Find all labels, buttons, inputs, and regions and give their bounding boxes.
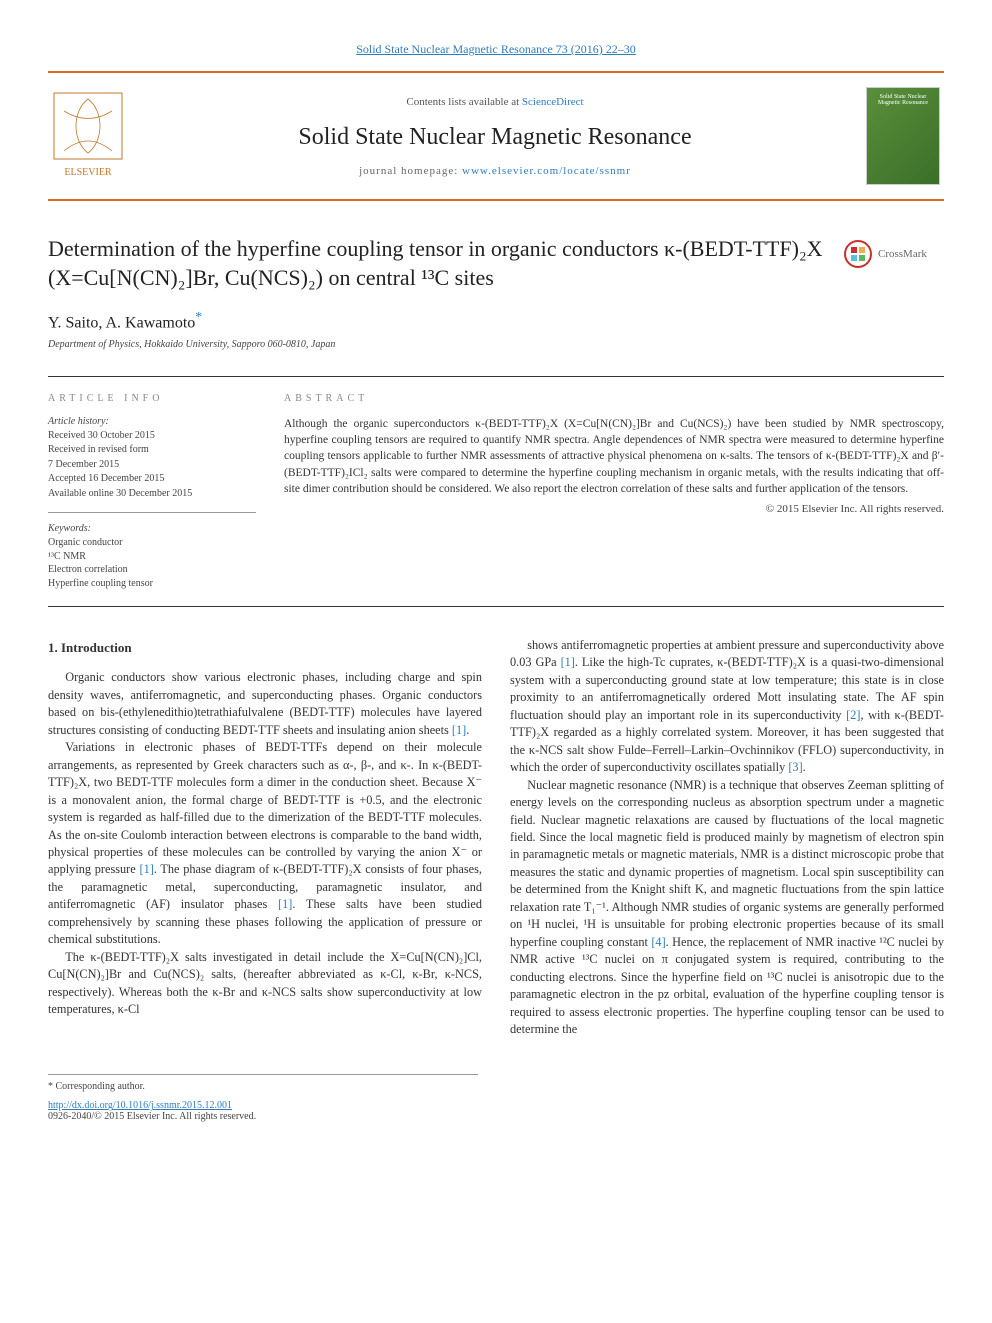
body-text: The κ-(BEDT-TTF)₂X salts investigated in… [48, 950, 482, 1016]
sciencedirect-link[interactable]: ScienceDirect [522, 96, 584, 108]
elsevier-logo: ELSEVIER [52, 91, 124, 181]
crossmark-label: CrossMark [878, 248, 927, 260]
section-heading-1: 1. Introduction [48, 639, 482, 657]
citation-link[interactable]: [2] [846, 708, 860, 722]
running-head-link[interactable]: Solid State Nuclear Magnetic Resonance 7… [48, 42, 944, 57]
body-paragraph: Nuclear magnetic resonance (NMR) is a te… [510, 777, 944, 1039]
body-text: Organic conductors show various electron… [48, 670, 482, 736]
author-list: Y. Saito, A. Kawamoto* [48, 310, 944, 332]
cover-label: Solid State Nuclear Magnetic Resonance [873, 94, 933, 106]
abstract-block: ABSTRACT Although the organic supercondu… [284, 393, 944, 591]
issn-copyright: 0926-2040/© 2015 Elsevier Inc. All right… [48, 1111, 478, 1122]
citation-link[interactable]: [4] [651, 935, 665, 949]
citation-link[interactable]: [1] [278, 897, 292, 911]
header-center: Contents lists available at ScienceDirec… [124, 96, 866, 177]
corr-star-icon: * [195, 310, 202, 325]
svg-text:ELSEVIER: ELSEVIER [64, 167, 112, 178]
crossmark-icon [844, 240, 872, 268]
citation-link[interactable]: [1] [139, 862, 153, 876]
abstract-copyright: © 2015 Elsevier Inc. All rights reserved… [284, 503, 944, 515]
body-paragraph: The κ-(BEDT-TTF)₂X salts investigated in… [48, 949, 482, 1019]
body-paragraph: shows antiferromagnetic properties at am… [510, 637, 944, 777]
body-paragraph: Organic conductors show various electron… [48, 669, 482, 739]
doi-link[interactable]: http://dx.doi.org/10.1016/j.ssnmr.2015.1… [48, 1100, 232, 1111]
body-text: Variations in electronic phases of BEDT-… [48, 740, 482, 876]
journal-homepage: journal homepage: www.elsevier.com/locat… [124, 165, 866, 177]
journal-cover-thumbnail: Solid State Nuclear Magnetic Resonance [866, 87, 940, 185]
article-title: Determination of the hyperfine coupling … [48, 235, 944, 292]
journal-name: Solid State Nuclear Magnetic Resonance [124, 124, 866, 151]
body-paragraph: Variations in electronic phases of BEDT-… [48, 739, 482, 948]
article-info-heading: ARTICLE INFO [48, 393, 256, 404]
journal-header: ELSEVIER Contents lists available at Sci… [48, 71, 944, 201]
abstract-heading: ABSTRACT [284, 393, 944, 404]
body-text: Nuclear magnetic resonance (NMR) is a te… [510, 778, 944, 949]
citation-link[interactable]: [1] [452, 723, 466, 737]
history-label: Article history: [48, 416, 256, 427]
body-columns: 1. Introduction Organic conductors show … [48, 637, 944, 1038]
authors-text: Y. Saito, A. Kawamoto [48, 315, 195, 332]
corresponding-note: * Corresponding author. [48, 1081, 478, 1092]
history-line: Received in revised form [48, 443, 256, 457]
footer-block: * Corresponding author. http://dx.doi.or… [48, 1074, 478, 1122]
history-line: 7 December 2015 [48, 458, 256, 472]
contents-line: Contents lists available at ScienceDirec… [124, 96, 866, 108]
homepage-pre: journal homepage: [359, 165, 462, 177]
keyword: Electron correlation [48, 563, 256, 577]
keywords-label: Keywords: [48, 512, 256, 534]
contents-pre: Contents lists available at [406, 96, 521, 108]
history-line: Received 30 October 2015 [48, 429, 256, 443]
history-line: Accepted 16 December 2015 [48, 472, 256, 486]
history-line: Available online 30 December 2015 [48, 487, 256, 501]
article-info-block: ARTICLE INFO Article history: Received 3… [48, 393, 256, 591]
keyword: Organic conductor [48, 536, 256, 550]
body-text: . [466, 723, 469, 737]
abstract-text: Although the organic superconductors κ-(… [284, 416, 944, 498]
body-text: . Hence, the replacement of NMR inactive… [510, 935, 944, 1036]
citation-link[interactable]: [1] [561, 655, 575, 669]
citation-link[interactable]: [3] [788, 760, 802, 774]
keyword: ¹³C NMR [48, 550, 256, 564]
crossmark-badge[interactable]: CrossMark [844, 240, 944, 268]
journal-homepage-link[interactable]: www.elsevier.com/locate/ssnmr [462, 165, 631, 177]
keyword: Hyperfine coupling tensor [48, 577, 256, 591]
affiliation: Department of Physics, Hokkaido Universi… [48, 339, 944, 350]
body-text: . [803, 760, 806, 774]
